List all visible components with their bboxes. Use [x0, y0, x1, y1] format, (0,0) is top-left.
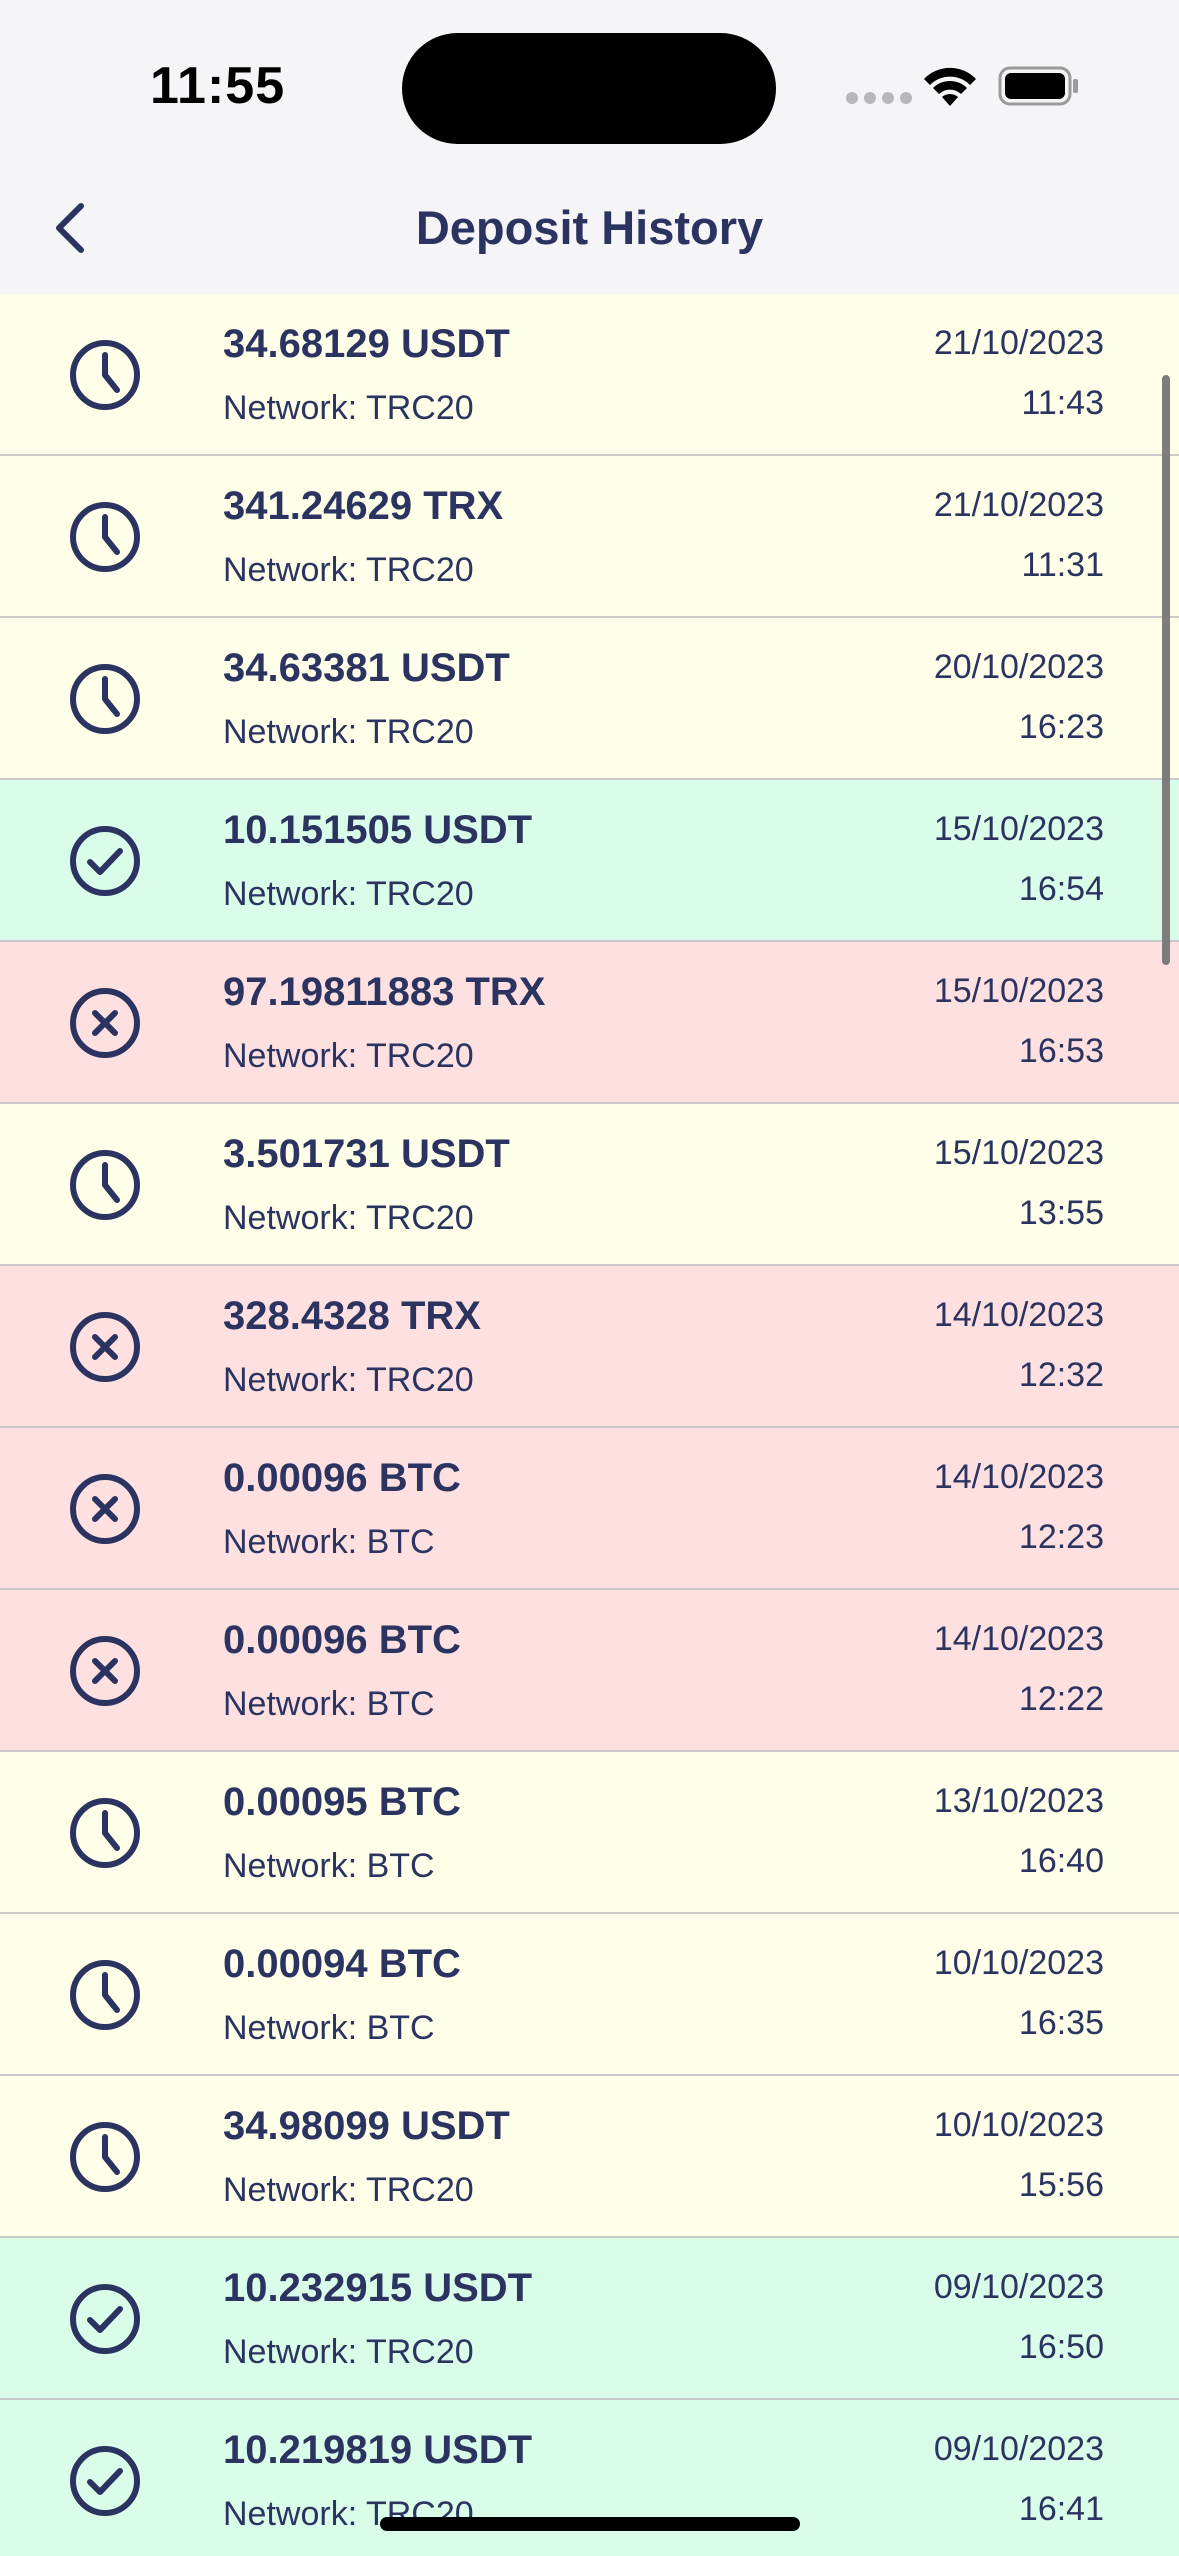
back-button[interactable]: [40, 190, 100, 266]
home-indicator[interactable]: [380, 2517, 800, 2531]
clock-icon: [70, 502, 140, 572]
deposit-date: 21/10/2023: [933, 486, 1104, 524]
deposit-network: Network: TRC20: [223, 1037, 474, 1075]
x-circle-icon: [70, 988, 140, 1058]
deposit-network: Network: TRC20: [223, 2171, 474, 2209]
deposit-amount: 0.00094 BTC: [223, 1942, 461, 1986]
deposit-network: Network: BTC: [223, 1847, 435, 1885]
deposit-amount: 0.00096 BTC: [223, 1456, 461, 1500]
deposit-date: 15/10/2023: [933, 1134, 1104, 1172]
deposit-time: 16:23: [1018, 708, 1104, 746]
deposit-date: 10/10/2023: [933, 1944, 1104, 1982]
deposit-row[interactable]: 0.00095 BTC Network: BTC 13/10/2023 16:40: [0, 1752, 1179, 1914]
deposit-amount: 328.4328 TRX: [223, 1294, 481, 1338]
deposit-amount: 3.501731 USDT: [223, 1132, 510, 1176]
nav-header: Deposit History: [0, 180, 1179, 294]
deposit-row[interactable]: 0.00094 BTC Network: BTC 10/10/2023 16:35: [0, 1914, 1179, 2076]
deposit-time: 16:41: [1018, 2490, 1104, 2528]
clock-icon: [70, 664, 140, 734]
deposit-amount: 34.68129 USDT: [223, 322, 510, 366]
deposit-network: Network: TRC20: [223, 875, 474, 913]
chevron-left-icon: [56, 203, 84, 253]
scrollbar[interactable]: [1162, 375, 1170, 965]
clock-icon: [70, 340, 140, 410]
status-time: 11:55: [150, 57, 286, 115]
deposit-date: 14/10/2023: [933, 1296, 1104, 1334]
deposit-time: 16:53: [1018, 1032, 1104, 1070]
deposit-amount: 341.24629 TRX: [223, 484, 504, 528]
deposit-date: 15/10/2023: [933, 810, 1104, 848]
x-circle-icon: [70, 1312, 140, 1382]
deposit-date: 15/10/2023: [933, 972, 1104, 1010]
deposit-time: 16:50: [1018, 2328, 1104, 2366]
deposit-network: Network: TRC20: [223, 1361, 474, 1399]
dynamic-island: [402, 33, 776, 144]
x-circle-icon: [70, 1474, 140, 1544]
cellular-signal-icon: [846, 92, 912, 104]
deposit-network: Network: TRC20: [223, 1199, 474, 1237]
status-icons: [840, 62, 1080, 112]
deposit-row[interactable]: 10.151505 USDT Network: TRC20 15/10/2023 16…: [0, 780, 1179, 942]
deposit-time: 16:40: [1018, 1842, 1104, 1880]
deposit-amount: 10.232915 USDT: [223, 2266, 533, 2310]
deposit-network: Network: TRC20: [223, 389, 474, 427]
deposit-row[interactable]: 341.24629 TRX Network: TRC20 21/10/2023 11:…: [0, 456, 1179, 618]
deposit-time: 12:22: [1018, 1680, 1104, 1718]
clock-icon: [70, 1960, 140, 2030]
deposit-time: 11:43: [1021, 384, 1104, 422]
deposit-amount: 34.63381 USDT: [223, 646, 510, 690]
clock-icon: [70, 1798, 140, 1868]
deposit-date: 10/10/2023: [933, 2106, 1104, 2144]
deposit-time: 12:23: [1018, 1518, 1104, 1556]
deposit-time: 11:31: [1021, 546, 1104, 584]
deposit-network: Network: BTC: [223, 2009, 435, 2047]
deposit-time: 13:55: [1018, 1194, 1104, 1232]
deposit-date: 13/10/2023: [933, 1782, 1104, 1820]
clock-icon: [70, 1150, 140, 1220]
deposit-row[interactable]: 34.68129 USDT Network: TRC20 21/10/2023 11:…: [0, 294, 1179, 456]
status-bar: 11:55: [0, 0, 1179, 180]
deposit-row[interactable]: 328.4328 TRX Network: TRC20 14/10/2023 12:3…: [0, 1266, 1179, 1428]
deposit-date: 20/10/2023: [933, 648, 1104, 686]
deposit-time: 16:35: [1018, 2004, 1104, 2042]
deposit-amount: 0.00096 BTC: [223, 1618, 461, 1662]
deposit-row[interactable]: 0.00096 BTC Network: BTC 14/10/2023 12:23: [0, 1428, 1179, 1590]
x-circle-icon: [70, 1636, 140, 1706]
deposit-row[interactable]: 34.63381 USDT Network: TRC20 20/10/2023 16:…: [0, 618, 1179, 780]
deposit-row[interactable]: 10.232915 USDT Network: TRC20 09/10/2023 16…: [0, 2238, 1179, 2400]
deposit-row[interactable]: 34.98099 USDT Network: TRC20 10/10/2023 15:…: [0, 2076, 1179, 2238]
deposit-network: Network: TRC20: [223, 713, 474, 751]
deposit-network: Network: BTC: [223, 1523, 435, 1561]
deposit-amount: 0.00095 BTC: [223, 1780, 461, 1824]
deposit-row[interactable]: 10.219819 USDT Network: TRC20 09/10/2023 16…: [0, 2400, 1179, 2556]
deposit-date: 14/10/2023: [933, 1620, 1104, 1658]
page-title: Deposit History: [415, 201, 764, 254]
deposit-time: 12:32: [1018, 1356, 1104, 1394]
deposit-row[interactable]: 3.501731 USDT Network: TRC20 15/10/2023 13:…: [0, 1104, 1179, 1266]
check-circle-icon: [70, 2284, 140, 2354]
deposit-network: Network: TRC20: [223, 2333, 474, 2371]
deposit-time: 15:56: [1018, 2166, 1104, 2204]
deposit-amount: 97.19811883 TRX: [223, 970, 546, 1014]
deposit-date: 14/10/2023: [933, 1458, 1104, 1496]
deposit-amount: 34.98099 USDT: [223, 2104, 510, 2148]
clock-icon: [70, 2122, 140, 2192]
deposit-amount: 10.151505 USDT: [223, 808, 533, 852]
deposit-row[interactable]: 0.00096 BTC Network: BTC 14/10/2023 12:22: [0, 1590, 1179, 1752]
deposit-network: Network: BTC: [223, 1685, 435, 1723]
wifi-icon: [924, 67, 976, 106]
deposit-network: Network: TRC20: [223, 551, 474, 589]
deposit-date: 09/10/2023: [933, 2430, 1104, 2468]
deposit-date: 21/10/2023: [933, 324, 1104, 362]
deposit-row[interactable]: 97.19811883 TRX Network: TRC20 15/10/2023 1…: [0, 942, 1179, 1104]
check-circle-icon: [70, 826, 140, 896]
deposit-amount: 10.219819 USDT: [223, 2428, 533, 2472]
deposit-list: 34.68129 USDT Network: TRC20 21/10/2023 11:…: [0, 294, 1179, 2556]
battery-icon: [998, 66, 1078, 106]
deposit-time: 16:54: [1018, 870, 1104, 908]
check-circle-icon: [70, 2446, 140, 2516]
deposit-date: 09/10/2023: [933, 2268, 1104, 2306]
